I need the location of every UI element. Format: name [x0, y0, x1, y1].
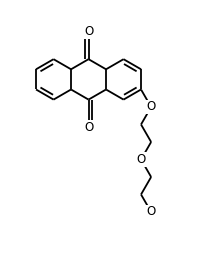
Text: O: O: [147, 101, 156, 113]
Text: O: O: [147, 205, 156, 219]
Text: O: O: [84, 121, 93, 134]
Text: O: O: [84, 25, 93, 38]
Text: O: O: [136, 153, 146, 166]
